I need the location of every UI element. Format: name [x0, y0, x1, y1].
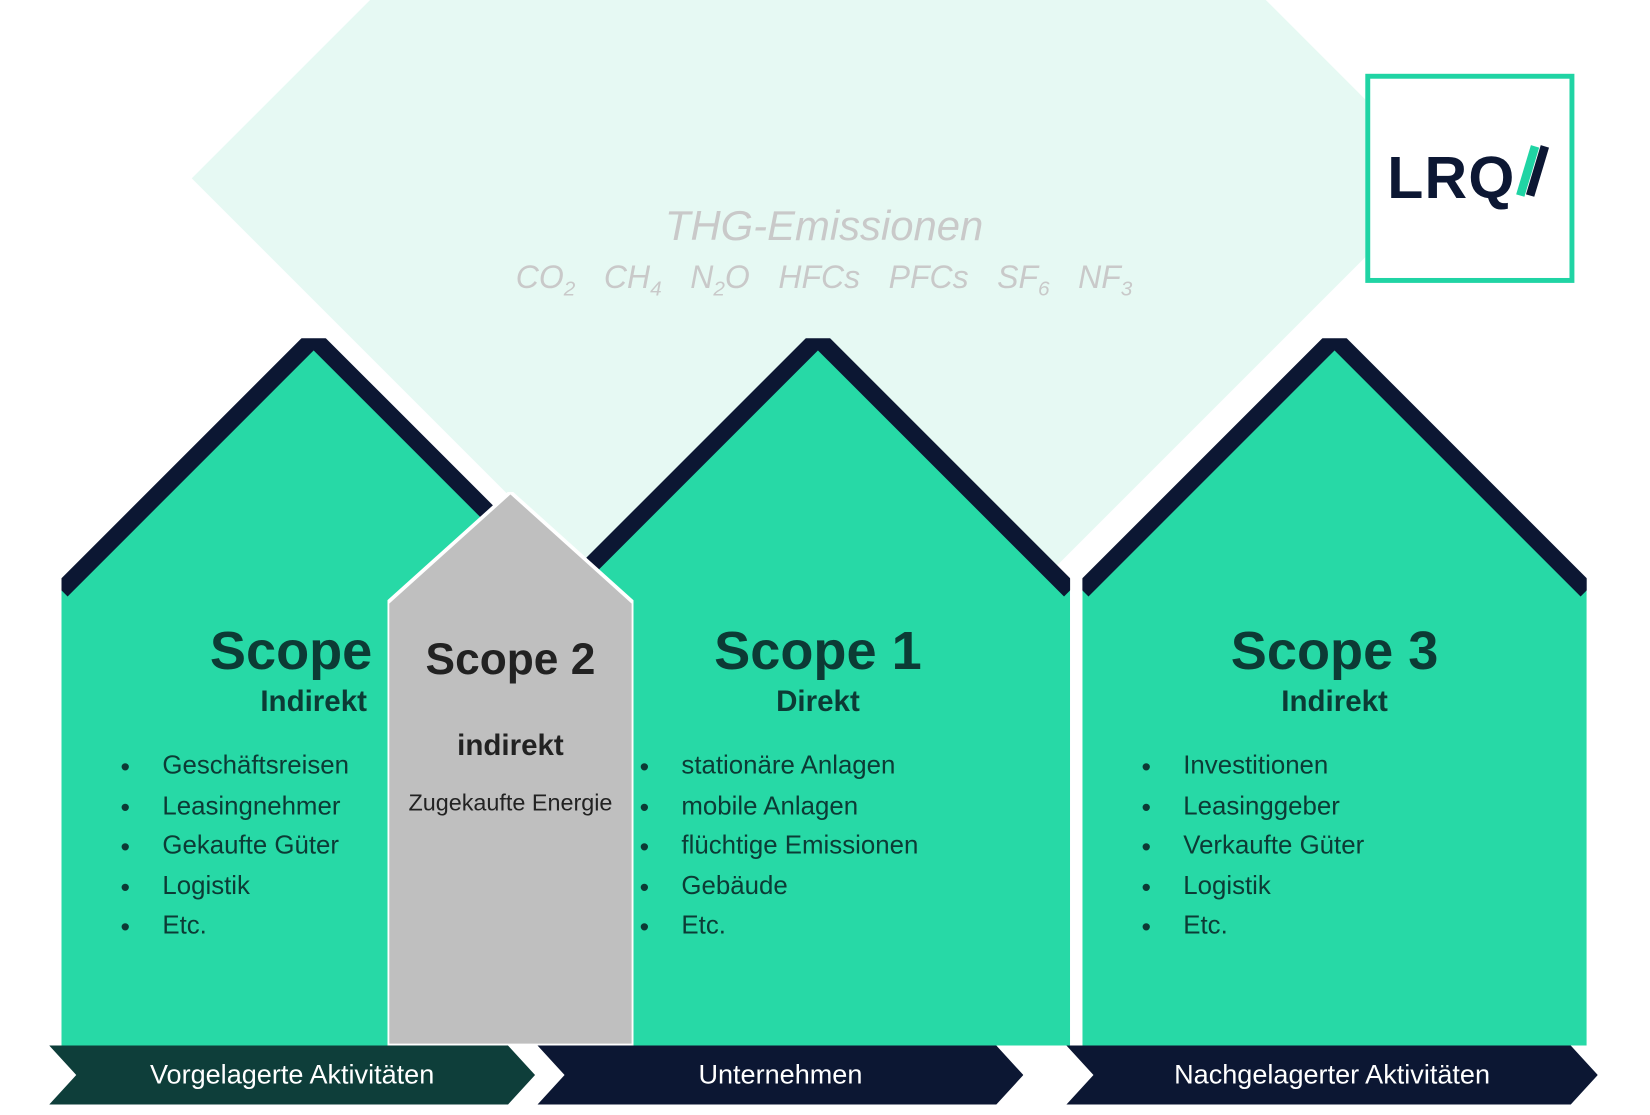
- scope-title: Scope 3: [1082, 621, 1586, 683]
- scope-subtitle: Direkt: [566, 685, 1070, 719]
- logo-letters: LRQ: [1387, 145, 1515, 213]
- scope-title: Scope 2: [387, 633, 633, 685]
- scope-item: Investitionen: [1141, 747, 1549, 787]
- scope-content: Scope 3Indirekt InvestitionenLeasinggeber…: [1082, 621, 1586, 947]
- scope-subtitle: Indirekt: [1082, 685, 1586, 719]
- scope-item: Gebäude: [640, 867, 1034, 907]
- activity-arrow-2: Nachgelagerter Aktivitäten: [1066, 1046, 1597, 1105]
- lrqa-logo-text: LRQ: [1387, 141, 1552, 215]
- scope-item: mobile Anlagen: [640, 787, 1034, 827]
- scope-item: Logistik: [1141, 867, 1549, 907]
- scope-item: Verkaufte Güter: [1141, 827, 1549, 867]
- scope-item-list: stationäre Anlagenmobile Anlagenflüchtig…: [566, 747, 1070, 947]
- scope-item-list: InvestitionenLeasinggeberVerkaufte Güter…: [1082, 747, 1586, 947]
- scope-house-scope3-down: Scope 3Indirekt InvestitionenLeasinggeber…: [1082, 338, 1586, 1045]
- scope-item: Leasinggeber: [1141, 787, 1549, 827]
- lrqa-logo: LRQ: [1365, 74, 1574, 283]
- scope-item: Etc.: [1141, 907, 1549, 947]
- scope-house-scope1: Scope 1Direkt stationäre Anlagenmobile An…: [566, 338, 1070, 1045]
- scope2-note: Zugekaufte Energie: [387, 791, 633, 818]
- scope-content: Scope 1Direkt stationäre Anlagenmobile An…: [566, 621, 1070, 947]
- activity-arrow-bar: Vorgelagerte AktivitätenUnternehmen Nachg…: [49, 1046, 1599, 1105]
- logo-slash-icon: [1513, 141, 1552, 215]
- activity-arrow-0: Vorgelagerte Aktivitäten: [49, 1046, 535, 1105]
- scope2-content: Scope 2 indirekt Zugekaufte Energie: [387, 633, 633, 818]
- scope-subtitle: indirekt: [387, 729, 633, 763]
- scope2-house: Scope 2 indirekt Zugekaufte Energie: [387, 492, 633, 1046]
- scope-title: Scope 1: [566, 621, 1070, 683]
- scope-item: flüchtige Emissionen: [640, 827, 1034, 867]
- scope-item: Etc.: [640, 907, 1034, 947]
- scopes-row: Scope 3IndirektGeschäftsreisenLeasingneh…: [62, 338, 1587, 1045]
- activity-arrow-1: Unternehmen: [538, 1046, 1024, 1105]
- scope-item: stationäre Anlagen: [640, 747, 1034, 787]
